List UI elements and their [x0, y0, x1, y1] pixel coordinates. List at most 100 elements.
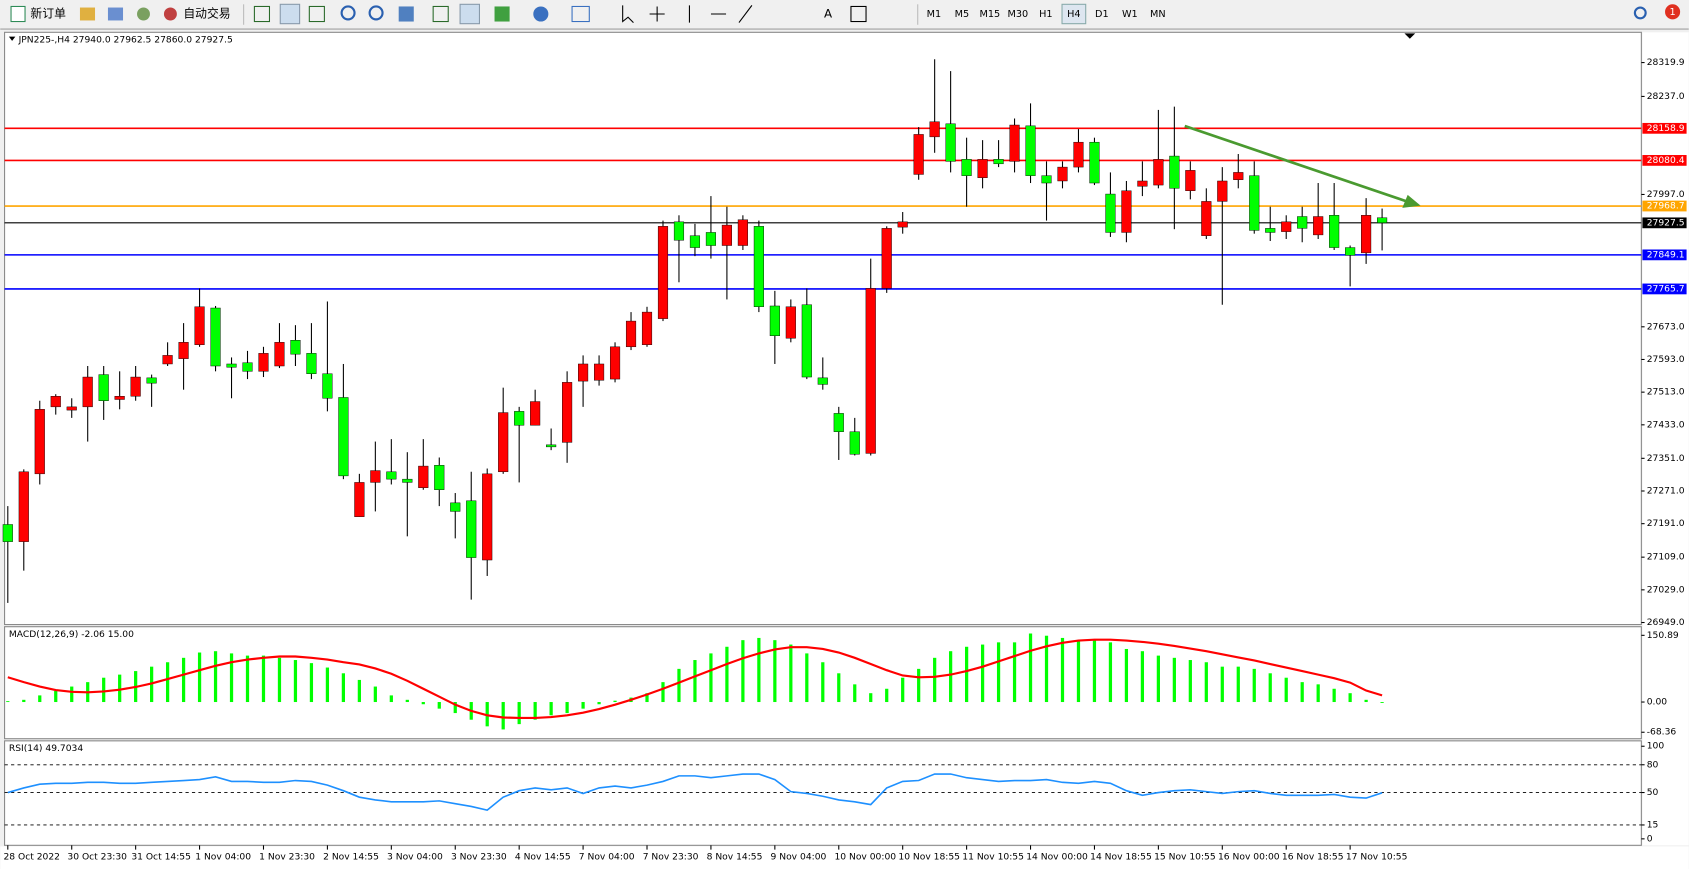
- y-tick-label: 100: [1647, 742, 1665, 752]
- macd-bar: [885, 688, 889, 703]
- icon[interactable]: [398, 6, 414, 22]
- x-tick-label: 11 Nov 10:55: [962, 853, 1024, 863]
- price-level-tag: [1642, 249, 1687, 261]
- line-tools[interactable]: [688, 5, 753, 23]
- macd-bar: [437, 702, 441, 709]
- y-tick-label: 27191.0: [1647, 519, 1685, 529]
- macd-bar: [1220, 666, 1224, 703]
- macd-bar: [1316, 684, 1320, 703]
- candle-body: [498, 412, 509, 473]
- panel-title: MACD(12,26,9) -2.06 15.00: [9, 630, 134, 640]
- new-order-icon[interactable]: [10, 5, 26, 23]
- macd-bar: [677, 668, 681, 703]
- candle-body: [386, 471, 397, 480]
- label-tool[interactable]: [850, 5, 867, 23]
- macd-bar: [1172, 657, 1176, 703]
- candle-body: [689, 235, 701, 248]
- x-tick-label: 10 Nov 18:55: [898, 853, 960, 863]
- candle-body: [194, 306, 205, 345]
- trend-arrow: [1184, 124, 1421, 208]
- macd-bar: [1060, 637, 1065, 703]
- macd-bar: [277, 657, 282, 703]
- x-tick-label: 30 Oct 23:30: [67, 853, 127, 863]
- candle-body: [2, 524, 13, 542]
- macd-bar: [917, 668, 921, 703]
- y-tick-label: 27513.0: [1647, 388, 1685, 398]
- cursor-tool[interactable]: [622, 5, 634, 23]
- timeframe-button[interactable]: H4: [1067, 9, 1080, 20]
- candle-body: [338, 397, 349, 477]
- candle-body: [705, 232, 716, 246]
- candle-body: [1041, 175, 1052, 184]
- text-tool-icon[interactable]: A: [824, 6, 832, 20]
- timeframe-button[interactable]: W1: [1122, 9, 1138, 20]
- icon[interactable]: [107, 7, 124, 21]
- new-order-button[interactable]: 新订单: [30, 6, 66, 20]
- macd-bar: [1108, 642, 1113, 703]
- timeframe-button[interactable]: H1: [1039, 9, 1052, 20]
- price-level-tag: [1642, 155, 1687, 166]
- candle-body: [466, 500, 477, 558]
- icon[interactable]: [459, 3, 480, 25]
- candle-body: [354, 482, 365, 517]
- icon[interactable]: [432, 5, 449, 23]
- zoom-in[interactable]: [340, 5, 356, 21]
- symbol-marker: [8, 36, 16, 41]
- timeframe-button[interactable]: D1: [1095, 9, 1109, 20]
- candle-body: [865, 288, 876, 454]
- candle-body: [1313, 216, 1324, 236]
- x-tick-label: 14 Nov 00:00: [1026, 853, 1088, 863]
- candle-body: [673, 221, 685, 241]
- macd-bar: [421, 702, 425, 705]
- auto-trading-icon[interactable]: [163, 7, 177, 21]
- timeframe-button[interactable]: M5: [955, 9, 970, 20]
- icon[interactable]: [494, 6, 510, 22]
- candle-body: [897, 221, 908, 228]
- macd-bar: [805, 653, 809, 703]
- crosshair-tool[interactable]: [649, 6, 665, 22]
- x-tick-label: 28 Oct 2022: [3, 853, 60, 863]
- icon[interactable]: [571, 5, 590, 23]
- icon[interactable]: [279, 3, 301, 25]
- icon[interactable]: [308, 5, 325, 23]
- candle-body: [210, 307, 221, 367]
- macd-bar: [261, 655, 266, 703]
- icon[interactable]: [137, 7, 150, 21]
- timeframe-button[interactable]: M1: [927, 9, 942, 20]
- price-level-tag: [1642, 122, 1687, 134]
- macd-bar: [54, 690, 58, 703]
- timeframe-button[interactable]: MN: [1150, 9, 1166, 20]
- candle-body: [594, 363, 605, 381]
- toolbar: [0, 0, 1689, 30]
- icon[interactable]: [533, 6, 549, 22]
- notification-badge[interactable]: [1665, 4, 1681, 20]
- candle-body: [753, 226, 764, 307]
- candle-body: [1249, 175, 1260, 231]
- candle-body: [849, 431, 860, 455]
- macd-bar: [1124, 648, 1129, 703]
- icon[interactable]: [253, 5, 271, 23]
- timeframe-button[interactable]: M30: [1008, 9, 1029, 20]
- candle-body: [370, 470, 381, 483]
- price-axis: [1642, 32, 1689, 846]
- timeframe-button[interactable]: M15: [980, 9, 1001, 20]
- auto-trading-button[interactable]: 自动交易: [183, 6, 230, 20]
- candle-body: [833, 413, 844, 432]
- macd-bar: [1284, 677, 1288, 703]
- candle-body: [162, 355, 173, 365]
- zoom-out[interactable]: [368, 5, 384, 21]
- candle-body: [1329, 215, 1340, 248]
- x-tick-label: 3 Nov 04:00: [387, 853, 443, 863]
- candle-body: [274, 342, 285, 367]
- candle-body: [402, 478, 413, 483]
- macd-bar: [933, 657, 937, 703]
- icon[interactable]: [79, 7, 96, 21]
- search[interactable]: [1633, 6, 1647, 20]
- candle-body: [530, 401, 541, 426]
- candle-body: [945, 123, 956, 162]
- candle-body: [34, 409, 45, 475]
- macd-bar: [1204, 662, 1208, 703]
- price-level-tag: [1642, 283, 1687, 295]
- macd-bar: [1364, 699, 1368, 703]
- x-tick-label: 15 Nov 10:55: [1154, 853, 1216, 863]
